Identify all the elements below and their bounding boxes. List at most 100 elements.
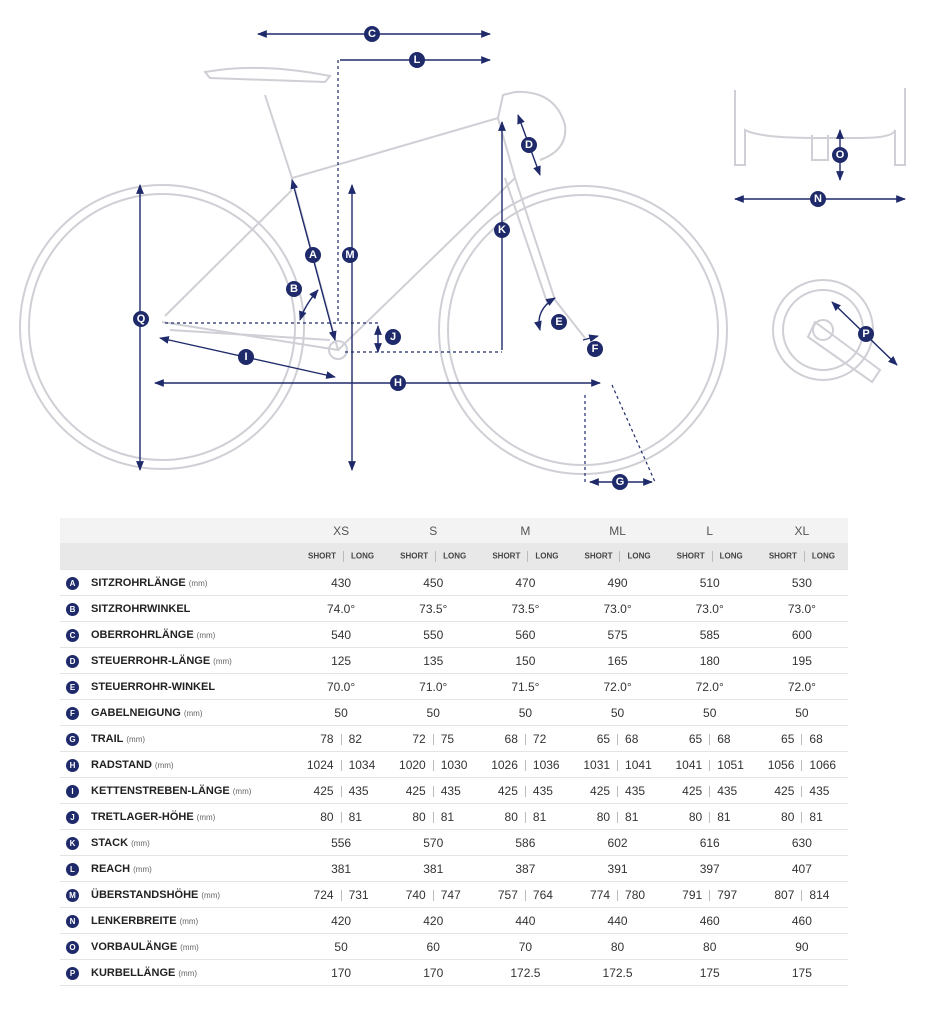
- value-cell: 60: [387, 933, 480, 960]
- table-body: XS S M ML L XL SHORT LONG SHORT LONG SHORT LONG SHOR…: [60, 518, 848, 986]
- label-letter: D: [525, 139, 533, 151]
- variant-label: SHORT: [492, 551, 521, 561]
- separator: [340, 889, 342, 901]
- row-label: D STEUERROHR-LÄNGE (mm): [60, 647, 295, 674]
- long-value: 731: [348, 887, 369, 902]
- measure-name: VORBAULÄNGE: [91, 941, 178, 954]
- unit: (mm): [126, 734, 146, 744]
- value-cell: 170: [387, 959, 480, 986]
- value-cell: 381: [295, 855, 388, 882]
- long-value: 780: [625, 887, 646, 902]
- unit: (mm): [196, 630, 216, 640]
- separator: [435, 550, 437, 562]
- unit: (mm): [154, 760, 174, 770]
- value: 170: [331, 965, 352, 980]
- value-cell: 50: [295, 699, 388, 726]
- long-value: 68: [717, 731, 731, 746]
- letter-badge: D: [66, 654, 79, 668]
- short-value: 80: [596, 809, 611, 824]
- label-letter: O: [836, 149, 845, 161]
- variant-header: SHORT LONG: [479, 543, 572, 570]
- value: 74.0°: [327, 601, 356, 616]
- geometry-row: A SITZROHRLÄNGE (mm) 430 450 470 490 510 530: [60, 569, 848, 596]
- label-letter: I: [244, 351, 247, 363]
- unit: (mm): [232, 786, 252, 796]
- short-value: 1056: [767, 757, 795, 772]
- value-cell: 70.0°: [295, 673, 388, 700]
- value-cell: 72.0°: [571, 673, 664, 700]
- geometry-diagram: Q A B C D E F G H I J K L M N O P: [19, 26, 906, 490]
- value: 175: [791, 965, 812, 980]
- label-letter: E: [555, 316, 562, 328]
- value-cell: 180: [663, 647, 756, 674]
- value-cell: 425 435: [663, 777, 756, 804]
- measure-name: GABELNEIGUNG: [91, 707, 181, 720]
- row-label: K STACK (mm): [60, 829, 295, 856]
- value-cell: 570: [387, 829, 480, 856]
- unit: (mm): [178, 968, 197, 978]
- separator: [617, 785, 619, 797]
- value: 172.5: [510, 965, 541, 980]
- letter-badge: I: [66, 784, 79, 798]
- separator: [617, 811, 619, 823]
- value-cell: 407: [755, 855, 848, 882]
- long-value: 1036: [532, 757, 560, 772]
- measure-name: RADSTAND: [91, 759, 152, 772]
- value: 73.0°: [603, 601, 632, 616]
- label-letter: C: [368, 28, 376, 40]
- measure-name: KURBELLÄNGE: [91, 967, 176, 980]
- long-value: 75: [440, 731, 455, 746]
- value-cell: 757 764: [479, 881, 572, 908]
- short-value: 774: [590, 887, 611, 902]
- value-cell: 172.5: [571, 959, 664, 986]
- value: 195: [791, 653, 812, 668]
- short-value: 1031: [583, 757, 611, 772]
- row-label: E STEUERROHR-WINKEL: [60, 673, 295, 700]
- value-cell: 50: [295, 933, 388, 960]
- separator: [617, 759, 619, 771]
- value-cell: 425 435: [479, 777, 572, 804]
- value-cell: 740 747: [387, 881, 480, 908]
- value: 80: [703, 939, 717, 954]
- long-value: 72: [532, 731, 547, 746]
- value: 72.0°: [787, 679, 816, 694]
- value: 50: [518, 705, 533, 720]
- header-cell: [60, 518, 295, 543]
- value: 170: [423, 965, 444, 980]
- short-value: 1041: [675, 757, 703, 772]
- value: 630: [791, 835, 812, 850]
- short-value: 425: [682, 783, 703, 798]
- value-cell: 425 435: [755, 777, 848, 804]
- separator: [524, 785, 526, 797]
- row-label: P KURBELLÄNGE (mm): [60, 959, 295, 986]
- value-cell: 460: [755, 907, 848, 934]
- value-cell: 430: [295, 569, 388, 596]
- letter-badge: N: [66, 914, 79, 928]
- variant-label: SHORT: [768, 551, 797, 561]
- short-value: 1024: [306, 757, 334, 772]
- variant-label: SHORT: [400, 551, 429, 561]
- long-value: 81: [717, 809, 731, 824]
- separator: [340, 733, 342, 745]
- short-value: 757: [497, 887, 518, 902]
- value: 70: [518, 939, 533, 954]
- value: 50: [426, 705, 440, 720]
- long-value: 68: [809, 731, 823, 746]
- row-label: B SITZROHRWINKEL: [60, 595, 295, 622]
- long-value: 764: [532, 887, 553, 902]
- value-cell: 175: [755, 959, 848, 986]
- geometry-row: L REACH (mm) 381 381 387 391 397 407: [60, 855, 848, 882]
- separator: [709, 811, 711, 823]
- letter-badge: O: [66, 940, 79, 954]
- row-label: L REACH (mm): [60, 855, 295, 882]
- value: 556: [331, 835, 352, 850]
- measure-name: STEUERROHR-WINKEL: [91, 681, 216, 694]
- long-value: 435: [440, 783, 461, 798]
- value-cell: 195: [755, 647, 848, 674]
- value: 73.0°: [787, 601, 816, 616]
- label-dot: [587, 341, 603, 357]
- value: 381: [423, 861, 444, 876]
- value-cell: 1056 1066: [755, 751, 848, 778]
- value-cell: 70: [479, 933, 572, 960]
- variant-label: LONG: [719, 551, 743, 561]
